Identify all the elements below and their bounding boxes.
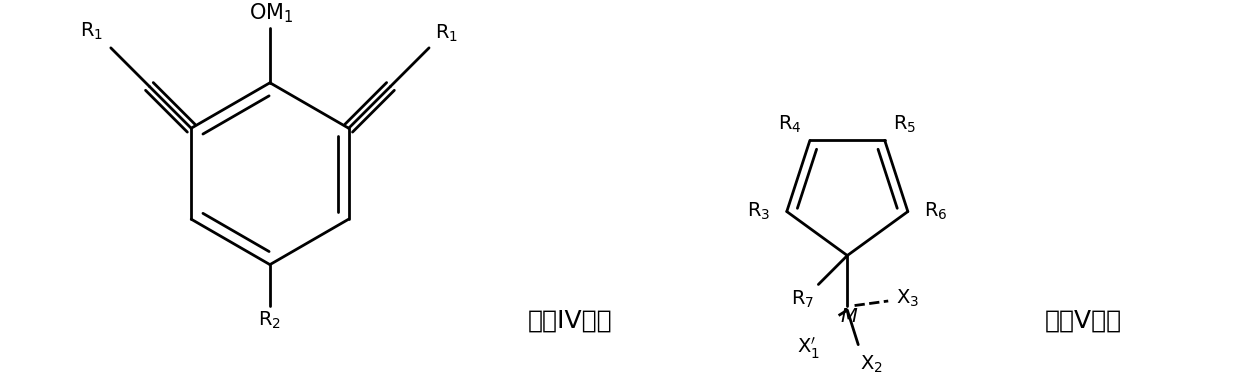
Text: $\mathrm{R_6}$: $\mathrm{R_6}$ xyxy=(924,201,947,222)
Text: $\mathrm{R_7}$: $\mathrm{R_7}$ xyxy=(791,289,813,310)
Text: $\mathrm{X_3}$: $\mathrm{X_3}$ xyxy=(895,288,919,309)
Text: $\mathrm{OM_1}$: $\mathrm{OM_1}$ xyxy=(249,1,294,24)
Text: $\mathrm{X_1'}$: $\mathrm{X_1'}$ xyxy=(797,336,820,361)
Text: M: M xyxy=(841,307,858,326)
Text: $\mathrm{R_1}$: $\mathrm{R_1}$ xyxy=(434,23,458,44)
Text: 式（V），: 式（V）， xyxy=(1045,309,1122,333)
Text: $\mathrm{R_3}$: $\mathrm{R_3}$ xyxy=(748,201,770,222)
Text: $\mathrm{R_5}$: $\mathrm{R_5}$ xyxy=(893,114,916,135)
Text: $\mathrm{R_2}$: $\mathrm{R_2}$ xyxy=(258,310,281,331)
Text: $\mathrm{X_2}$: $\mathrm{X_2}$ xyxy=(861,354,883,375)
Text: 式（IV），: 式（IV）， xyxy=(528,309,613,333)
Text: $\mathrm{R_1}$: $\mathrm{R_1}$ xyxy=(81,21,104,42)
Text: $\mathrm{R_4}$: $\mathrm{R_4}$ xyxy=(779,114,802,135)
